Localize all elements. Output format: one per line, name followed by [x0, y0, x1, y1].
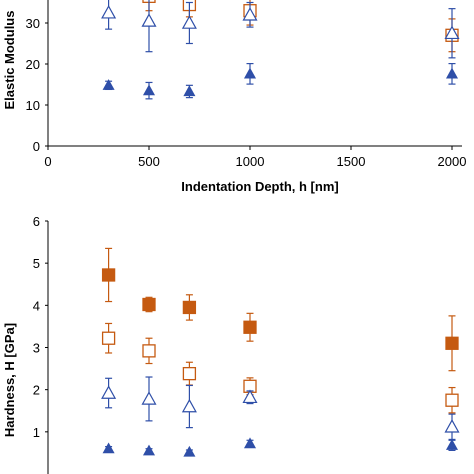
data-point-open-triangle [444, 25, 460, 40]
data-point-open-triangle [101, 5, 117, 19]
series-open-triangle [101, 0, 460, 59]
data-point-open-triangle [181, 398, 197, 413]
data-point-filled-triangle [445, 439, 459, 450]
data-point-filled-triangle [142, 84, 156, 96]
data-point-open-triangle [444, 419, 460, 433]
y-tick-label: 1 [33, 425, 40, 440]
data-point-filled-triangle [102, 442, 115, 454]
data-point-filled-triangle [102, 79, 115, 90]
data-point-filled-triangle [243, 437, 257, 449]
x-tick-label: 0 [44, 154, 51, 169]
data-point-filled-triangle [183, 85, 196, 97]
data-point-open-square [182, 366, 197, 381]
series-filled-triangle [102, 437, 459, 457]
x-tick-label: 500 [138, 154, 160, 169]
x-tick-label: 1500 [337, 154, 366, 169]
series-filled-triangle [102, 62, 459, 100]
y-tick-label: 0 [33, 139, 40, 154]
data-point-filled-square [182, 300, 197, 315]
data-point-filled-triangle [243, 67, 257, 79]
data-point-open-square [142, 344, 156, 358]
data-point-open-triangle [242, 389, 258, 404]
series-open-triangle [101, 376, 460, 441]
chart-panel-1: 0 10 20 30 0 500 1000 1500 2000 Indentation Depth… [2, 0, 466, 194]
data-point-filled-triangle [183, 445, 196, 457]
data-point-filled-triangle [142, 444, 156, 456]
data-point-open-triangle [101, 385, 117, 399]
x-tick-label: 2000 [438, 154, 467, 169]
data-point-filled-square [101, 268, 116, 282]
data-point-filled-square [243, 320, 257, 334]
data-point-open-square [445, 393, 459, 407]
x-axis-title: Indentation Depth, h [nm] [181, 179, 338, 194]
y-tick-label: 3 [33, 341, 40, 356]
chart-panel-2: 1 2 3 4 5 6 Hardness, H [GPa] [2, 214, 460, 474]
y-tick-label: 30 [26, 16, 40, 31]
series-filled-square [101, 247, 459, 372]
x-tick-label: 1000 [236, 154, 265, 169]
series-open-square [101, 322, 459, 414]
y-axis-title: Elastic Modulus [2, 11, 17, 110]
data-point-filled-square [445, 336, 459, 350]
data-point-open-square [101, 331, 116, 345]
y-tick-label: 5 [33, 256, 40, 271]
data-point-open-triangle [141, 13, 157, 27]
y-axis-title: Hardness, H [GPa] [2, 323, 17, 437]
y-tick-label: 4 [33, 298, 40, 313]
data-point-open-triangle [141, 391, 157, 405]
y-tick-label: 6 [33, 214, 40, 229]
y-tick-label: 2 [33, 383, 40, 398]
data-point-open-triangle [242, 7, 258, 21]
y-tick-label: 10 [26, 98, 40, 113]
y-tick-label: 20 [26, 57, 40, 72]
data-point-filled-square [142, 297, 156, 312]
data-point-open-triangle [181, 15, 197, 29]
data-point-filled-triangle [445, 67, 459, 79]
